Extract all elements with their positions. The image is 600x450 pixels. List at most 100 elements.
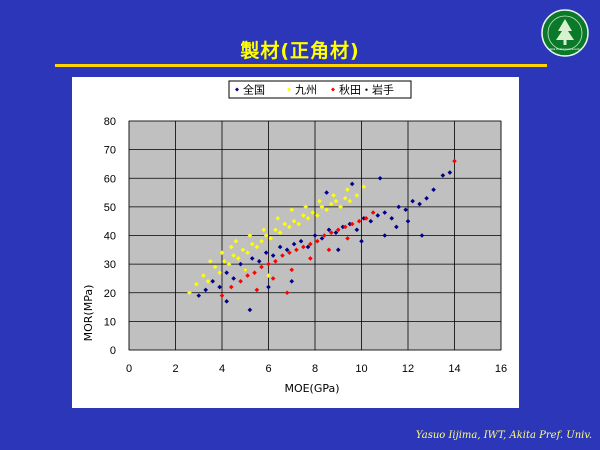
data-point	[324, 207, 329, 213]
data-point	[277, 230, 283, 235]
data-point	[219, 250, 225, 255]
data-point	[424, 195, 429, 201]
x-axis-label: MOE(GPa)	[284, 382, 339, 395]
x-tick-label: 6	[265, 363, 271, 375]
data-point	[277, 244, 283, 250]
data-point	[361, 216, 367, 221]
data-point	[319, 236, 325, 241]
data-point	[410, 198, 415, 204]
y-tick-label: 20	[104, 288, 116, 300]
legend-label: 全国	[243, 83, 265, 97]
data-point	[308, 256, 313, 261]
data-point	[342, 224, 348, 230]
data-point	[196, 293, 202, 298]
data-point	[222, 258, 227, 264]
data-point	[263, 250, 269, 255]
data-point	[289, 207, 295, 213]
data-point	[284, 247, 290, 253]
data-point	[296, 221, 302, 227]
data-point	[266, 284, 271, 290]
data-point	[229, 284, 234, 290]
data-point	[389, 216, 395, 221]
data-point	[254, 244, 260, 250]
data-point	[354, 227, 360, 233]
plot-area: 0 2 4 6 8 10 12 14 16 0 10 20 30 40 50 60 70 80	[104, 116, 507, 375]
data-point	[273, 227, 278, 233]
data-point	[203, 287, 209, 293]
akita-university-seal-icon: Akita Prefectural University	[541, 9, 589, 57]
data-point	[335, 227, 341, 233]
data-point	[261, 227, 267, 233]
legend-box	[228, 80, 412, 99]
data-point	[319, 204, 325, 210]
data-point	[233, 238, 239, 244]
data-point	[301, 244, 306, 250]
y-axis-label: MOR(MPa)	[82, 285, 95, 342]
y-tick-label: 30	[104, 259, 116, 271]
data-point	[245, 273, 250, 278]
data-point	[259, 238, 264, 244]
data-point	[242, 267, 248, 273]
data-point	[361, 184, 367, 190]
x-tick-label: 4	[219, 363, 225, 375]
x-tick-label: 10	[355, 363, 367, 375]
series-2	[219, 158, 457, 298]
data-point	[289, 279, 295, 284]
data-point	[419, 233, 425, 238]
data-point	[370, 210, 376, 215]
data-point	[263, 233, 269, 238]
data-point	[284, 290, 290, 296]
data-point	[335, 247, 341, 253]
data-point	[359, 238, 364, 244]
data-point	[270, 253, 276, 258]
data-point	[315, 213, 320, 218]
x-tick-label: 16	[495, 363, 507, 375]
y-tick-label: 40	[104, 231, 116, 243]
data-point	[226, 261, 232, 267]
data-point	[322, 233, 327, 238]
data-point	[266, 261, 271, 267]
scatter-chart: 全国 九州 秋田・岩手 0 2 4 6 8 10 12 14 16 0 10 20 30 40 50 60 70 80…	[82, 80, 507, 395]
data-point	[252, 270, 257, 276]
data-point	[212, 264, 218, 270]
x-tick-label: 0	[126, 363, 132, 375]
data-point	[287, 224, 292, 230]
legend-label: 秋田・岩手	[339, 83, 394, 97]
data-point	[247, 233, 253, 238]
data-point	[305, 216, 311, 221]
slide-title: 製材(正角材)	[240, 40, 360, 62]
data-point	[396, 204, 401, 210]
data-point	[240, 247, 246, 253]
x-tick-label: 8	[312, 363, 318, 375]
data-point	[249, 241, 255, 247]
data-point	[291, 218, 297, 224]
legend-label: 九州	[295, 84, 317, 97]
data-point	[287, 250, 292, 255]
data-point	[347, 221, 353, 227]
y-tick-label: 80	[104, 116, 116, 128]
data-point	[315, 238, 320, 244]
data-point	[324, 190, 329, 195]
data-point	[310, 210, 315, 215]
logo-text: Akita Prefectural University	[549, 47, 581, 51]
data-point	[382, 233, 388, 238]
data-point	[368, 218, 374, 224]
data-point	[328, 201, 334, 207]
chart-panel: 全国 九州 秋田・岩手 0 2 4 6 8 10 12 14 16 0 10 20 30 40 50 60 70 80…	[72, 77, 519, 408]
data-point	[201, 273, 206, 278]
data-point	[224, 270, 229, 276]
data-point	[405, 218, 411, 224]
data-point	[349, 221, 355, 227]
legend-marker	[287, 87, 291, 92]
data-point	[403, 207, 408, 213]
data-point	[231, 276, 236, 281]
data-point	[238, 279, 243, 284]
data-point	[245, 250, 250, 255]
data-point	[301, 213, 306, 218]
data-point	[275, 216, 281, 221]
data-point	[326, 227, 332, 233]
data-point	[447, 170, 453, 175]
data-point	[224, 299, 229, 304]
x-tick-label: 14	[448, 363, 460, 375]
data-point	[266, 273, 271, 278]
